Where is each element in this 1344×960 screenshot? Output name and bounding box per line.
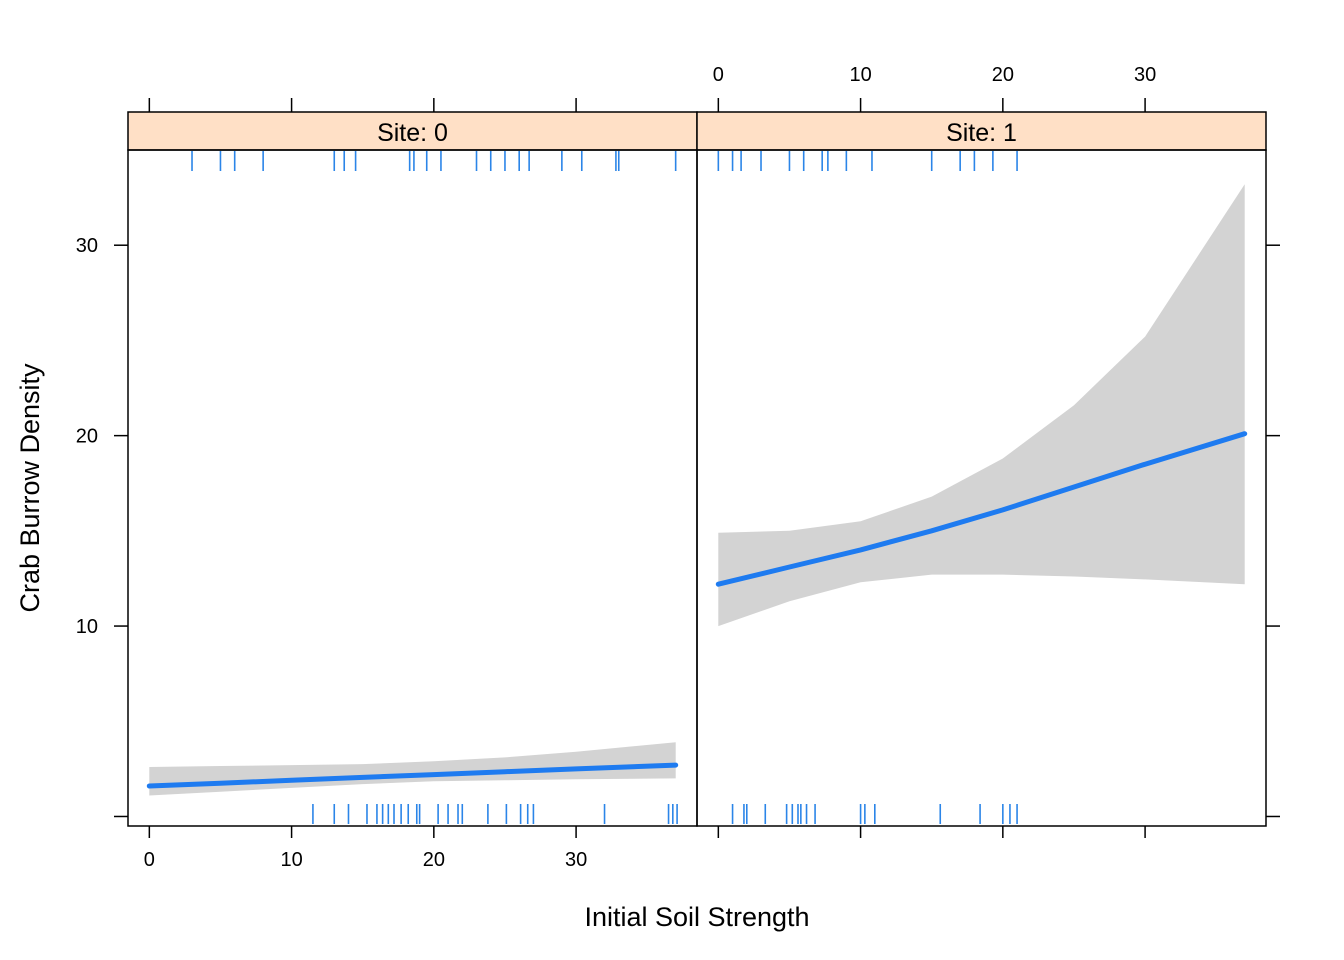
fit-line [715,431,1248,587]
x-tick-label-top: 30 [1134,64,1156,86]
fit-line [146,762,679,789]
x-tick-label-top: 0 [713,64,724,86]
x-tick-label-top: 10 [849,64,871,86]
y-tick-label: 20 [76,426,98,448]
panel-border [127,149,698,827]
panel-0: Site: 0 [127,111,698,827]
x-tick-label-bottom: 10 [280,849,302,871]
panel-border [696,149,1267,827]
x-tick-label-bottom: 0 [144,849,155,871]
y-axis-title: Crab Burrow Density [15,363,45,613]
strip-label: Site: 1 [946,119,1017,147]
x-tick-label-top: 20 [992,64,1014,86]
x-axis-title: Initial Soil Strength [584,902,809,932]
panel-1: Site: 1 [696,111,1267,827]
y-tick-label: 30 [76,235,98,257]
x-tick-label-bottom: 30 [565,849,587,871]
strip-label: Site: 0 [377,119,448,147]
strip-1 [696,111,1267,151]
confidence-band [718,184,1245,627]
y-tick-label: 10 [76,616,98,638]
x-tick-label-bottom: 20 [423,849,445,871]
